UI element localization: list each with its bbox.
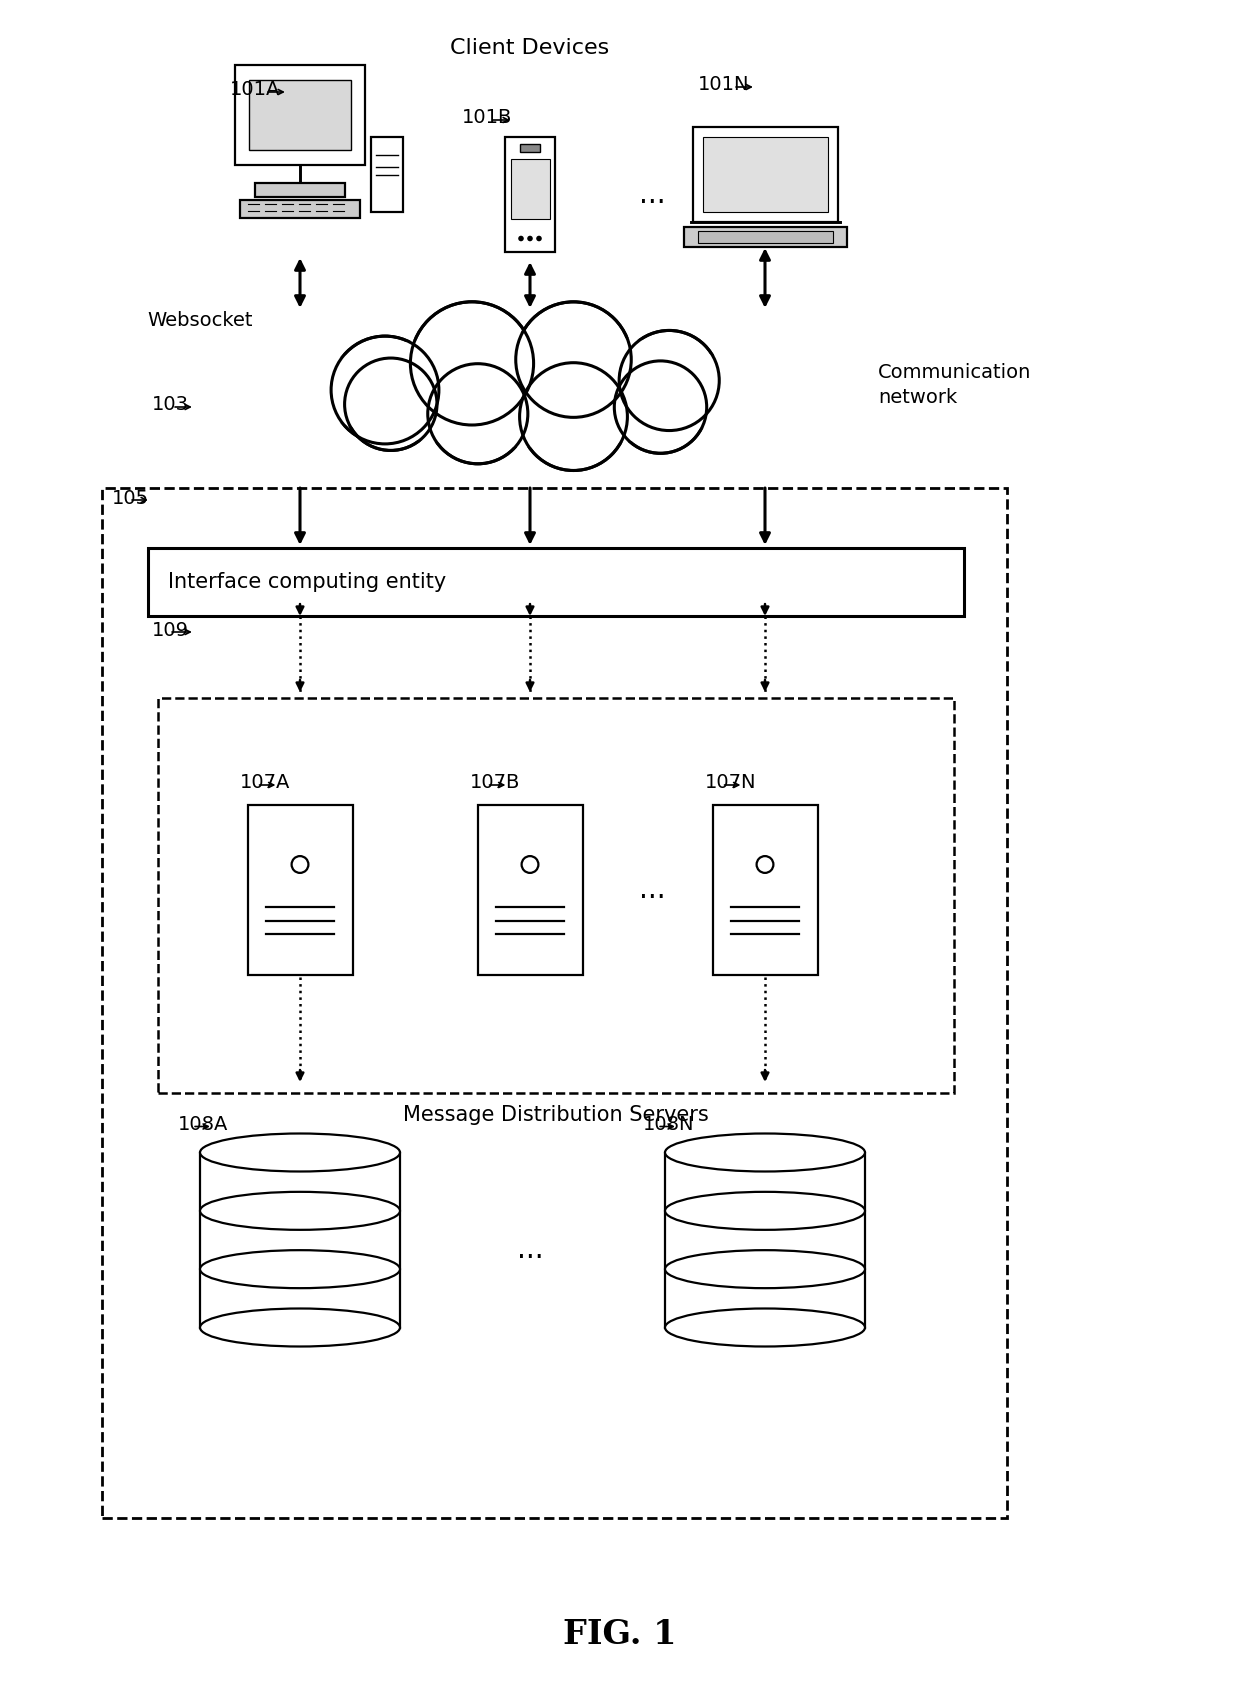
Text: Interface computing entity: Interface computing entity (167, 572, 446, 592)
Bar (665, 1153, 866, 1327)
Circle shape (516, 301, 631, 417)
FancyBboxPatch shape (255, 184, 345, 197)
FancyBboxPatch shape (683, 228, 847, 248)
FancyBboxPatch shape (703, 138, 827, 213)
Text: FIG. 1: FIG. 1 (563, 1618, 677, 1652)
Ellipse shape (200, 1250, 401, 1288)
FancyBboxPatch shape (511, 160, 549, 219)
FancyBboxPatch shape (249, 80, 351, 150)
Circle shape (331, 337, 439, 444)
Ellipse shape (665, 1250, 866, 1288)
FancyBboxPatch shape (520, 145, 539, 153)
Text: Communication
network: Communication network (878, 362, 1032, 407)
FancyBboxPatch shape (477, 805, 583, 975)
Bar (157, 697, 954, 1094)
FancyBboxPatch shape (692, 128, 837, 223)
Text: 101A: 101A (229, 80, 280, 99)
FancyBboxPatch shape (236, 65, 365, 165)
Circle shape (619, 330, 719, 430)
Ellipse shape (200, 1192, 401, 1230)
FancyBboxPatch shape (713, 805, 817, 975)
Text: Client Devices: Client Devices (450, 37, 610, 58)
Text: ...: ... (639, 180, 666, 209)
Ellipse shape (298, 333, 763, 447)
FancyBboxPatch shape (505, 138, 556, 252)
Ellipse shape (665, 1308, 866, 1347)
Ellipse shape (200, 1308, 401, 1347)
FancyBboxPatch shape (697, 231, 832, 243)
Ellipse shape (665, 1133, 866, 1172)
Circle shape (410, 301, 533, 425)
Text: 109: 109 (153, 621, 188, 640)
Text: 103: 103 (153, 396, 188, 415)
Ellipse shape (200, 1133, 401, 1172)
Circle shape (345, 357, 436, 451)
Text: 101B: 101B (463, 109, 512, 128)
Text: 101N: 101N (698, 75, 749, 95)
FancyBboxPatch shape (371, 138, 403, 213)
Text: Message Distribution Servers: Message Distribution Servers (403, 1106, 709, 1124)
Circle shape (536, 236, 542, 242)
Circle shape (518, 236, 523, 242)
Ellipse shape (665, 1192, 866, 1230)
Text: ...: ... (517, 1237, 543, 1264)
FancyBboxPatch shape (241, 201, 360, 218)
Circle shape (520, 362, 627, 471)
Text: 108A: 108A (179, 1114, 228, 1135)
Bar (200, 1153, 401, 1327)
Text: 105: 105 (112, 488, 149, 507)
Circle shape (428, 364, 528, 464)
Ellipse shape (371, 342, 689, 437)
FancyBboxPatch shape (148, 548, 963, 616)
Text: 107N: 107N (704, 774, 756, 793)
Text: 107A: 107A (239, 774, 290, 793)
Circle shape (614, 361, 707, 452)
Text: Websocket: Websocket (148, 311, 253, 330)
Bar (102, 488, 1007, 1517)
Text: 107B: 107B (470, 774, 520, 793)
Text: 108N: 108N (644, 1114, 694, 1135)
Circle shape (527, 236, 533, 242)
Text: ...: ... (639, 876, 666, 903)
FancyBboxPatch shape (248, 805, 352, 975)
